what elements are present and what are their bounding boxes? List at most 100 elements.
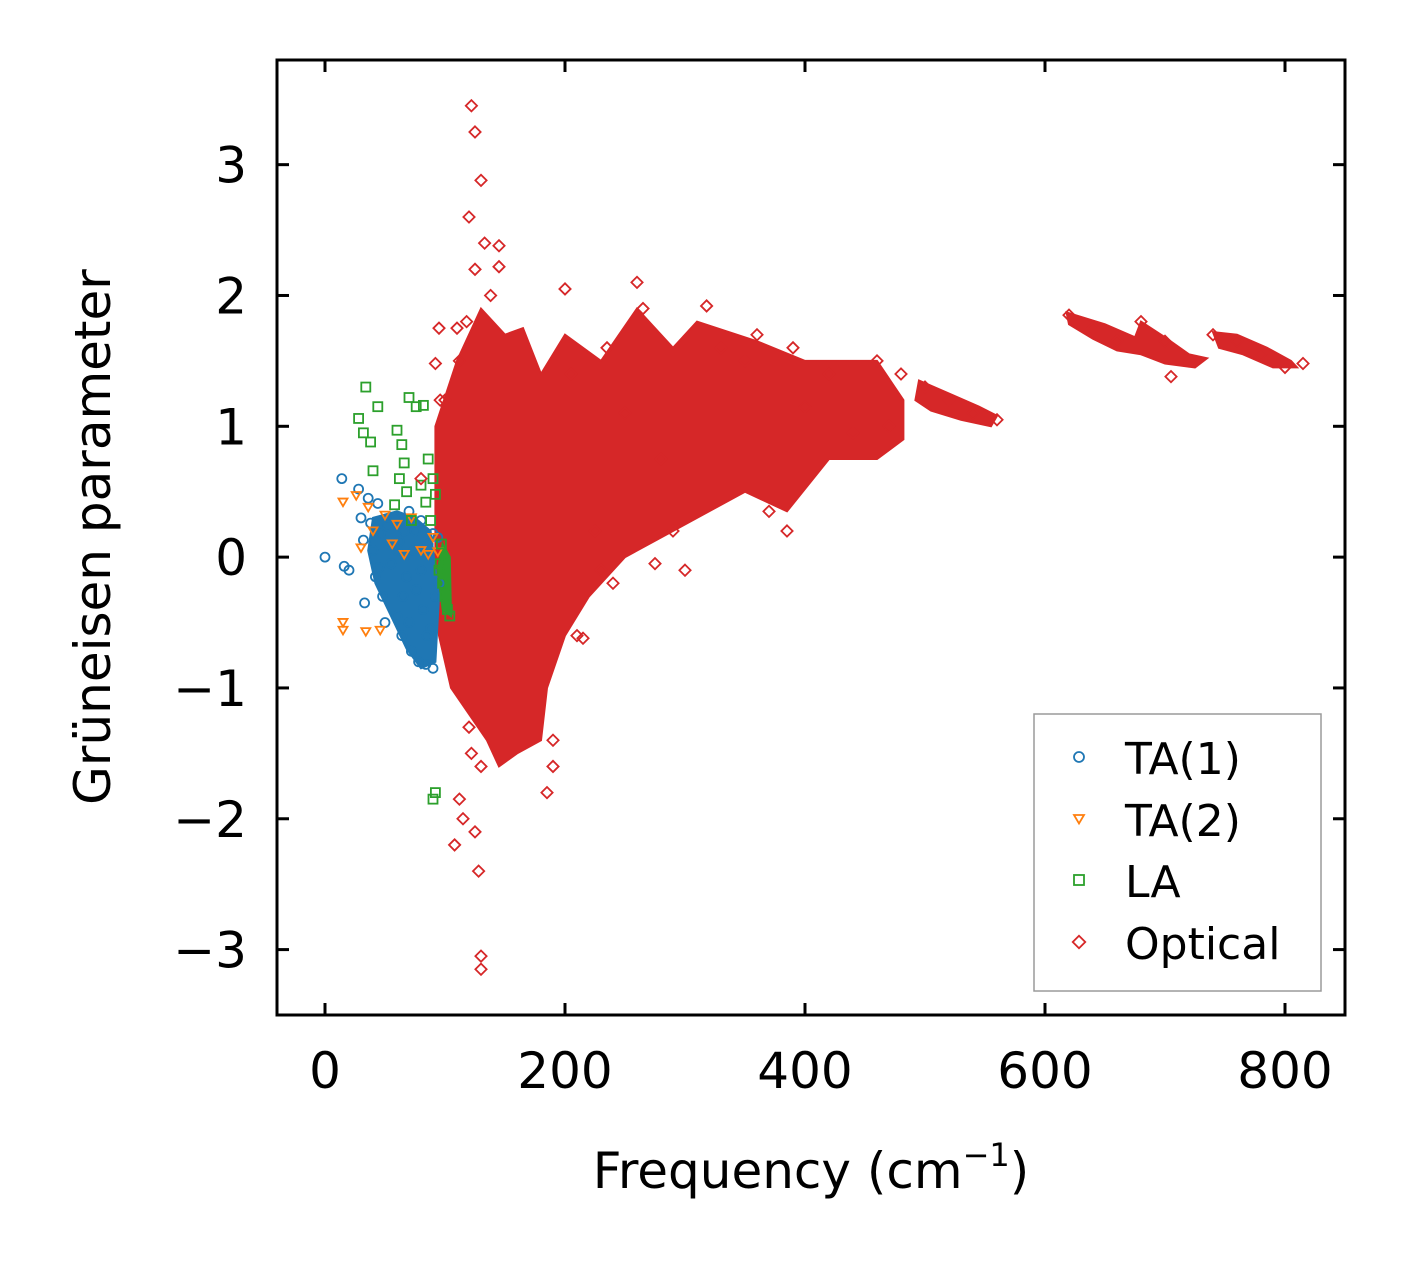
optical-point-54 <box>846 425 860 440</box>
la-point-5 <box>372 401 384 413</box>
x-tick-label-400: 400 <box>757 1042 852 1100</box>
ta1-point-34 <box>427 662 439 674</box>
y-tick-label-1: 1 <box>215 398 247 456</box>
optical-point-24 <box>471 864 486 878</box>
optical-point-14 <box>450 321 464 336</box>
optical-point-20 <box>452 792 467 807</box>
optical-point-50 <box>780 524 794 538</box>
optical-point-9 <box>432 321 446 336</box>
ta1-point-30 <box>417 604 429 615</box>
la-point-10 <box>398 457 410 469</box>
optical-point-66 <box>1158 334 1172 349</box>
optical-point-22 <box>447 838 462 852</box>
optical-point-52 <box>798 399 812 414</box>
optical-point-70 <box>1230 334 1244 349</box>
x-tick-label-200: 200 <box>517 1042 612 1100</box>
ta1-point-8 <box>362 492 374 504</box>
optical-point-5 <box>492 238 506 253</box>
optical-point-26 <box>474 962 488 977</box>
la-point-21 <box>429 488 441 500</box>
optical-point-44 <box>678 563 692 578</box>
optical-point-27 <box>540 785 554 800</box>
optical-point-15 <box>452 353 467 368</box>
optical-point-42 <box>654 452 668 466</box>
la-point-26 <box>444 610 456 622</box>
la-point-23 <box>437 577 449 589</box>
la-point-7 <box>391 424 403 436</box>
ta1-point-27 <box>410 584 422 596</box>
la-point-0 <box>360 381 372 393</box>
ta1-point-13 <box>374 528 386 539</box>
ta1-point-28 <box>413 656 425 668</box>
optical-point-61 <box>990 412 1004 427</box>
x-tick-label-800: 800 <box>1237 1042 1332 1100</box>
x-tick-label-0: 0 <box>309 1042 341 1100</box>
optical-point-39 <box>630 275 644 290</box>
la-point-24 <box>439 590 451 602</box>
ta1-point-0 <box>319 551 331 563</box>
optical-point-3 <box>462 210 476 224</box>
ta2-point-5 <box>359 627 372 638</box>
optical-point-41 <box>648 556 662 571</box>
y-tick-label-2: 2 <box>215 267 247 325</box>
optical-point-58 <box>918 380 932 394</box>
legend-marker-ta2 <box>1072 814 1086 826</box>
ta1-point-40 <box>409 525 421 537</box>
optical-point-63 <box>1086 321 1100 336</box>
optical-point-45 <box>699 299 714 313</box>
x-tick-label-600: 600 <box>997 1042 1092 1100</box>
optical-dense-band-main <box>434 306 905 768</box>
optical-point-10 <box>428 356 443 371</box>
optical-point-18 <box>464 746 479 761</box>
optical-point-29 <box>546 733 560 748</box>
optical-dense-band-high2 <box>1211 330 1300 369</box>
optical-point-25 <box>474 949 488 964</box>
optical-point-36 <box>600 340 614 355</box>
optical-point-47 <box>738 353 752 368</box>
optical-point-53 <box>822 367 836 381</box>
optical-point-64 <box>1110 334 1124 349</box>
axis-ticks: 0 200 400 600 800 −3 −2 −1 0 1 2 3 <box>173 60 1345 1100</box>
la-point-20 <box>427 473 439 485</box>
ta1-point-5 <box>355 512 367 524</box>
y-axis-label: Grüneisen parameter <box>64 269 122 805</box>
optical-point-0 <box>464 98 479 113</box>
ta2-point-3 <box>350 491 363 502</box>
optical-point-65 <box>1134 314 1148 329</box>
la-point-25 <box>441 604 453 615</box>
optical-point-8 <box>483 288 498 303</box>
optical-dense-band-mid <box>914 379 999 428</box>
y-tick-label--3: −3 <box>173 922 247 980</box>
ta1-point-14 <box>377 590 389 602</box>
ta1-point-7 <box>359 597 371 609</box>
optical-dense-band-high1 <box>1065 311 1210 369</box>
optical-point-34 <box>588 524 602 538</box>
optical-point-17 <box>462 720 476 735</box>
optical-point-40 <box>636 301 650 316</box>
optical-point-48 <box>750 327 764 342</box>
ta2-point-4 <box>354 543 368 554</box>
la-point-3 <box>365 436 377 448</box>
optical-point-35 <box>594 563 608 578</box>
ta2-point-9 <box>378 510 392 522</box>
la-point-13 <box>405 515 417 526</box>
y-tick-label--2: −2 <box>173 791 247 849</box>
ta1-point-41 <box>421 630 433 642</box>
ta1-point-45 <box>415 564 427 576</box>
ta1-point-16 <box>381 520 393 532</box>
la-point-6 <box>389 499 401 511</box>
optical-point-19 <box>474 759 488 774</box>
optical-point-30 <box>558 282 572 296</box>
optical-point-28 <box>546 759 560 774</box>
ta2-point-0 <box>336 497 350 509</box>
ta1-point-32 <box>422 538 434 550</box>
optical-point-57 <box>894 367 908 381</box>
optical-point-59 <box>942 393 956 408</box>
ta2-point-13 <box>405 513 418 524</box>
ta1-point-22 <box>398 525 410 537</box>
ta2-point-1 <box>336 618 350 629</box>
legend-label-optical: Optical <box>1125 919 1280 970</box>
la-point-9 <box>396 439 408 451</box>
la-point-8 <box>393 473 405 485</box>
